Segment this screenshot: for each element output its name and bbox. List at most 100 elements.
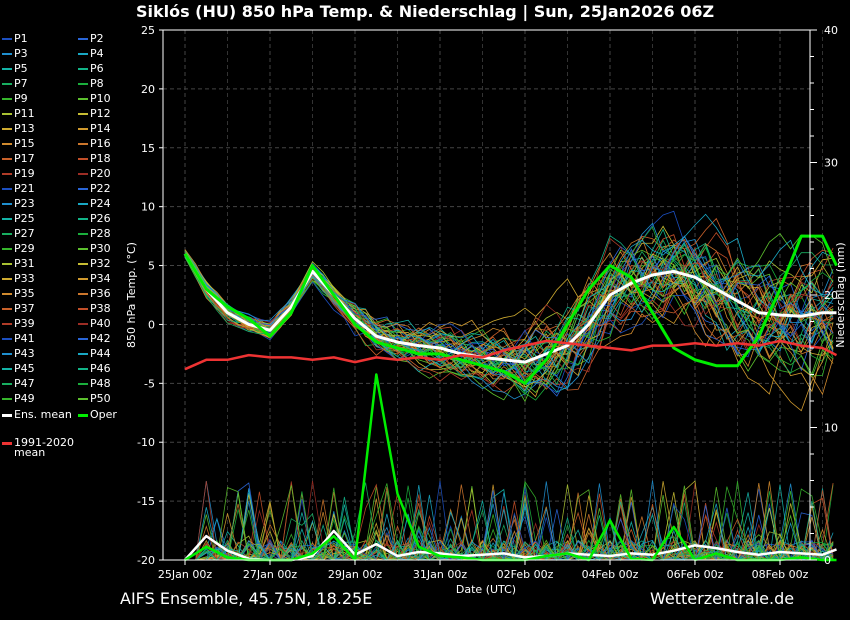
legend-label: P40 bbox=[90, 317, 111, 330]
legend-item: P34 bbox=[78, 272, 111, 286]
legend-label: P32 bbox=[90, 257, 111, 270]
legend-swatch bbox=[2, 248, 12, 250]
legend-label: P27 bbox=[14, 227, 35, 240]
legend-item: P4 bbox=[78, 47, 104, 61]
legend-item: P33 bbox=[2, 272, 35, 286]
legend-label: P42 bbox=[90, 332, 111, 345]
legend-item: P48 bbox=[78, 377, 111, 391]
y-tick-label: -5 bbox=[144, 377, 155, 390]
y2-tick-label: 10 bbox=[824, 422, 838, 435]
legend-label: P44 bbox=[90, 347, 111, 360]
legend-item: P9 bbox=[2, 92, 28, 106]
ens-mean-line bbox=[183, 253, 837, 364]
legend-swatch bbox=[2, 278, 12, 280]
axes: 25 20 15 10 5 0 -5 -10 -15 -20 40 30 20 10 0 25Jan 00z 2… bbox=[137, 24, 838, 581]
legend-item: P7 bbox=[2, 77, 28, 91]
legend-label: P39 bbox=[14, 317, 35, 330]
legend-item: P23 bbox=[2, 197, 35, 211]
legend-swatch bbox=[78, 368, 88, 370]
legend-item: P41 bbox=[2, 332, 35, 346]
legend-label: P10 bbox=[90, 92, 111, 105]
legend-item: P47 bbox=[2, 377, 35, 391]
legend-swatch bbox=[2, 128, 12, 130]
legend-label: P33 bbox=[14, 272, 35, 285]
legend-swatch bbox=[78, 248, 88, 250]
legend-item: P50 bbox=[78, 392, 111, 406]
site-credit: Wetterzentrale.de bbox=[650, 589, 795, 608]
legend-swatch bbox=[2, 38, 12, 40]
legend-item: P39 bbox=[2, 317, 35, 331]
y2-tick-label: 40 bbox=[824, 24, 838, 37]
legend-swatch bbox=[2, 83, 12, 85]
oper-line bbox=[183, 234, 838, 385]
x-axis-label: Date (UTC) bbox=[456, 583, 516, 596]
legend-label: P31 bbox=[14, 257, 35, 270]
legend-item: P35 bbox=[2, 287, 35, 301]
legend-swatch bbox=[2, 218, 12, 220]
legend-label: P41 bbox=[14, 332, 35, 345]
legend-swatch bbox=[78, 143, 88, 145]
legend-label: P16 bbox=[90, 137, 111, 150]
legend-swatch bbox=[2, 338, 12, 340]
legend-label: P9 bbox=[14, 92, 28, 105]
legend-label: P24 bbox=[90, 197, 111, 210]
legend-item: P13 bbox=[2, 122, 35, 136]
x-tick-label: 08Feb 00z bbox=[752, 568, 809, 581]
legend-label: P13 bbox=[14, 122, 35, 135]
legend-item: P46 bbox=[78, 362, 111, 376]
legend-label: Oper bbox=[90, 408, 117, 421]
grid-lines bbox=[163, 30, 823, 560]
legend-label: P46 bbox=[90, 362, 111, 375]
legend-swatch bbox=[78, 158, 88, 160]
legend-swatch bbox=[2, 413, 12, 417]
legend-item: P44 bbox=[78, 347, 111, 361]
y2-tick-label: 20 bbox=[824, 289, 838, 302]
legend-label: P19 bbox=[14, 167, 35, 180]
legend-swatch bbox=[2, 173, 12, 175]
legend-item: P14 bbox=[78, 122, 111, 136]
legend-label: P20 bbox=[90, 167, 111, 180]
x-tick-label: 25Jan 00z bbox=[158, 568, 212, 581]
legend-label-climate-mean-line2: mean bbox=[14, 446, 46, 459]
legend-label: P2 bbox=[90, 32, 104, 45]
legend-swatch bbox=[78, 203, 88, 205]
y-tick-label: 0 bbox=[148, 318, 155, 331]
legend-label: P15 bbox=[14, 137, 35, 150]
legend-swatch bbox=[78, 278, 88, 280]
legend-label: P17 bbox=[14, 152, 35, 165]
legend-item: P24 bbox=[78, 197, 111, 211]
legend-swatch bbox=[2, 263, 12, 265]
legend-item: P12 bbox=[78, 107, 111, 121]
legend-item: P18 bbox=[78, 152, 111, 166]
legend-item: P38 bbox=[78, 302, 111, 316]
legend-swatch bbox=[78, 233, 88, 235]
legend-label: 1991-2020 bbox=[14, 436, 74, 449]
legend-swatch bbox=[2, 233, 12, 235]
legend-label: P45 bbox=[14, 362, 35, 375]
legend-item: P21 bbox=[2, 182, 35, 196]
legend-label: P29 bbox=[14, 242, 35, 255]
legend-label: P47 bbox=[14, 377, 35, 390]
legend-swatch bbox=[78, 293, 88, 295]
legend-swatch bbox=[78, 218, 88, 220]
legend-item: P2 bbox=[78, 32, 104, 46]
legend-item: P8 bbox=[78, 77, 104, 91]
chart-title: Siklós (HU) 850 hPa Temp. & Niederschlag… bbox=[136, 2, 714, 22]
legend-label: P25 bbox=[14, 212, 35, 225]
y-tick-label: 15 bbox=[141, 142, 155, 155]
legend-swatch bbox=[2, 441, 12, 445]
legend-label: P43 bbox=[14, 347, 35, 360]
y-tick-label: -20 bbox=[137, 554, 155, 567]
legend-swatch bbox=[78, 323, 88, 325]
x-tick-label: 02Feb 00z bbox=[497, 568, 554, 581]
y2-tick-label: 0 bbox=[824, 554, 831, 567]
legend-swatch bbox=[2, 113, 12, 115]
legend-swatch bbox=[2, 323, 12, 325]
legend-item: P25 bbox=[2, 212, 35, 226]
legend-item: P32 bbox=[78, 257, 111, 271]
legend-item: P28 bbox=[78, 227, 111, 241]
legend-label: P35 bbox=[14, 287, 35, 300]
legend-item: P6 bbox=[78, 62, 104, 76]
legend-swatch bbox=[78, 188, 88, 190]
